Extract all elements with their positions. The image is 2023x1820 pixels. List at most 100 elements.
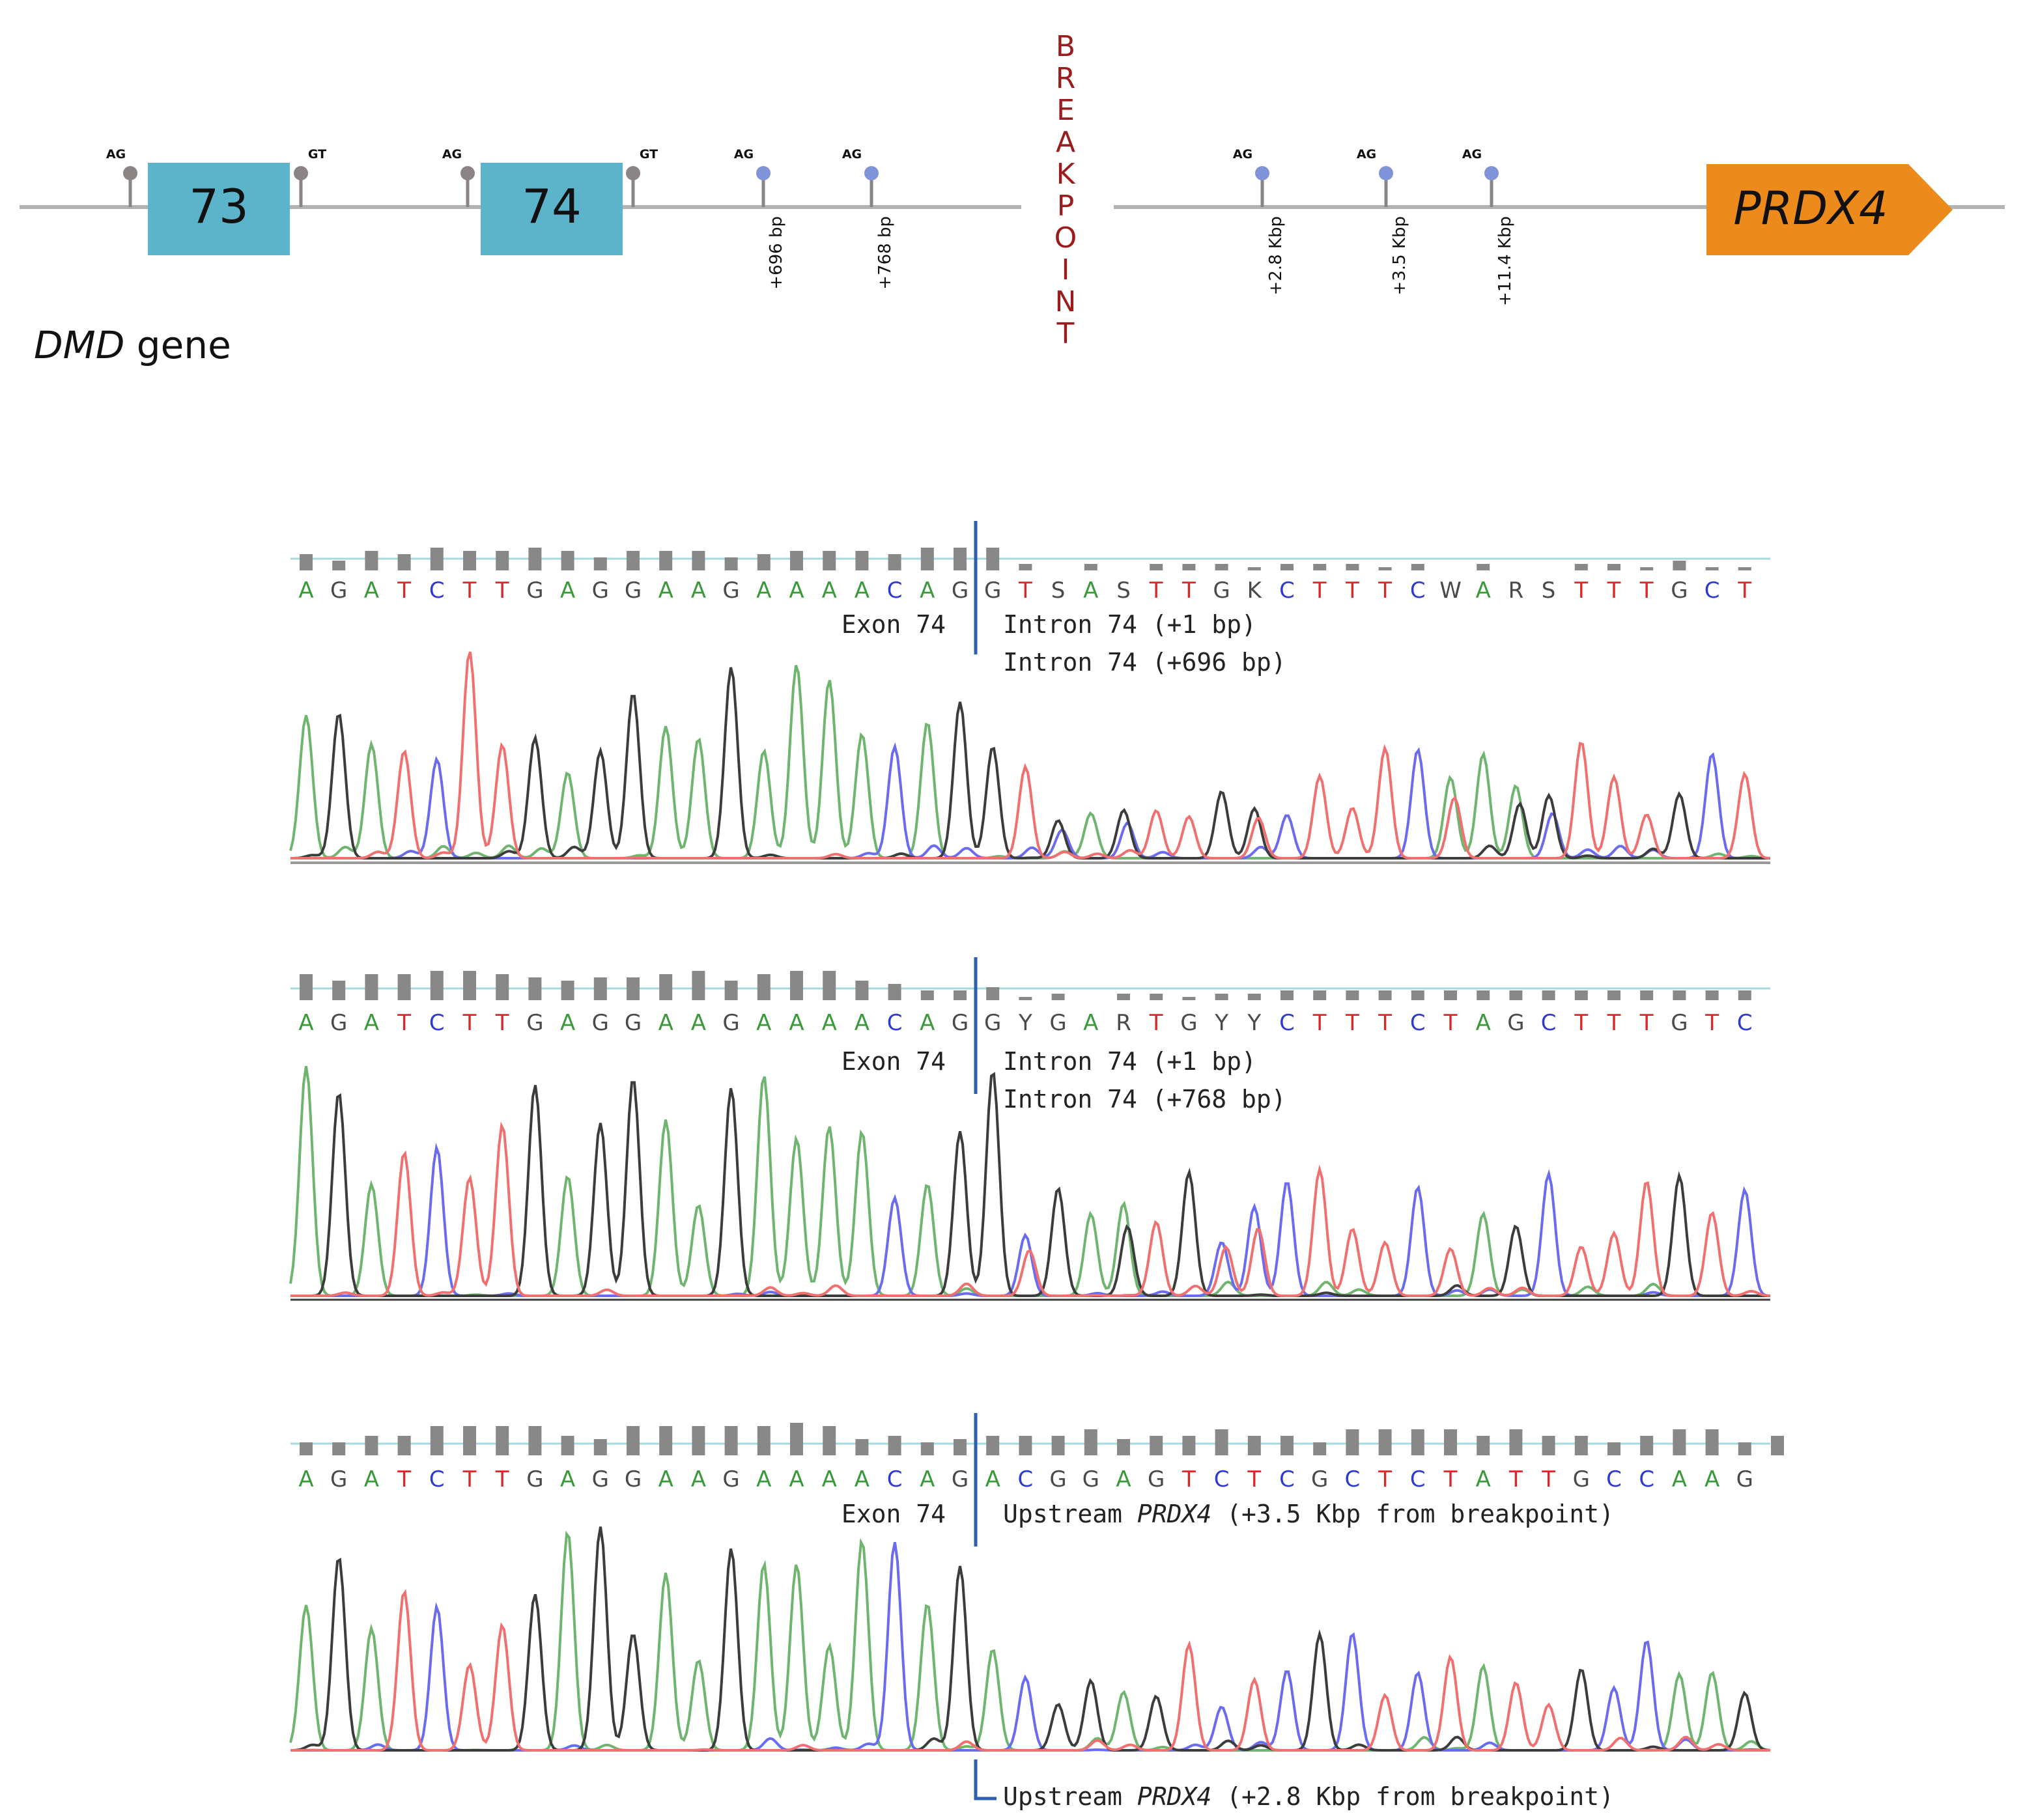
quality-bar xyxy=(1019,1436,1032,1455)
base-call: G xyxy=(722,1466,739,1492)
quality-bar xyxy=(561,981,574,1000)
quality-bar xyxy=(496,551,509,570)
base-call: A xyxy=(560,1466,575,1492)
base-call: A xyxy=(1476,1466,1491,1492)
label-prefix: Upstream xyxy=(1003,1782,1137,1811)
native-splice-site: GT xyxy=(626,147,658,207)
quality-bar xyxy=(1574,990,1588,1000)
base-call: A xyxy=(756,578,771,604)
trace-curves xyxy=(289,1526,1771,1752)
trace-curves xyxy=(289,1066,1771,1297)
junction-label: Upstream PRDX4 (+3.5 Kbp from breakpoint… xyxy=(1003,1500,1614,1528)
base-call: A xyxy=(1083,578,1098,604)
quality-bar xyxy=(692,1426,705,1455)
breakpoint-letter: B xyxy=(1056,30,1075,63)
base-call: G xyxy=(592,1010,609,1036)
quality-bar xyxy=(888,554,901,570)
quality-bar xyxy=(757,1426,771,1455)
base-call: T xyxy=(462,578,477,604)
quality-bar xyxy=(1477,1436,1490,1455)
exon-label: Exon 74 xyxy=(842,1047,946,1076)
quality-bar xyxy=(528,548,542,570)
quality-bar xyxy=(463,551,476,570)
base-call: T xyxy=(1247,1466,1261,1492)
dmd-gene-name: DMD xyxy=(34,323,124,367)
base-call: A xyxy=(756,1466,771,1492)
base-call: G xyxy=(625,1010,642,1036)
quality-bar xyxy=(1607,1442,1620,1455)
acceptor-tag: AG xyxy=(442,147,462,161)
site-pin xyxy=(756,166,771,180)
trace-G xyxy=(290,667,1770,860)
quality-bar xyxy=(463,971,476,1000)
quality-bar xyxy=(1411,1429,1424,1455)
base-call: C xyxy=(1639,1466,1654,1492)
base-call: W xyxy=(1439,578,1462,604)
base-call: A xyxy=(1476,1010,1491,1036)
base-call: T xyxy=(397,1466,411,1492)
junction-label: Intron 74 (+1 bp) xyxy=(1003,610,1256,639)
base-call: G xyxy=(984,578,1001,604)
base-call: C xyxy=(429,578,445,604)
distance-label: +696 bp xyxy=(767,216,786,290)
quality-bar xyxy=(790,1423,803,1455)
base-call: A xyxy=(691,1010,706,1036)
base-call: Y xyxy=(1018,1010,1032,1036)
base-call: C xyxy=(1410,578,1426,604)
base-call: A xyxy=(822,1466,837,1492)
quality-bar xyxy=(920,1442,934,1455)
quality-bar xyxy=(627,1426,640,1455)
quality-bar xyxy=(888,1436,901,1455)
quality-bar xyxy=(332,981,346,1000)
quality-bar xyxy=(823,551,836,570)
trace-curves xyxy=(289,651,1771,860)
distance-label: +3.5 Kbp xyxy=(1390,216,1409,295)
site-pin xyxy=(626,166,640,180)
base-call: A xyxy=(920,1466,935,1492)
base-call: A xyxy=(822,1010,837,1036)
base-call: A xyxy=(560,1010,575,1036)
base-call: C xyxy=(429,1010,445,1036)
base-call: A xyxy=(1083,1010,1098,1036)
base-call: T xyxy=(462,1466,477,1492)
site-pin xyxy=(864,166,879,180)
base-call: T xyxy=(1149,578,1163,604)
quality-bar xyxy=(300,554,313,570)
label-suffix: (+2.8 Kbp from breakpoint) xyxy=(1211,1782,1614,1811)
breakpoint-letter: I xyxy=(1062,253,1070,287)
site-pin xyxy=(294,166,308,180)
base-call: C xyxy=(1410,1466,1426,1492)
base-call: G xyxy=(1049,1466,1066,1492)
quality-bar xyxy=(1117,1439,1130,1455)
base-call: A xyxy=(789,1466,804,1492)
base-call: C xyxy=(1345,1466,1361,1492)
cryptic-site-696: AG +696 bp xyxy=(734,147,786,290)
base-call: G xyxy=(1082,1466,1099,1492)
quality-bar xyxy=(1215,1429,1228,1455)
base-call: T xyxy=(1443,1010,1458,1036)
quality-bar xyxy=(1215,564,1228,570)
quality-bar xyxy=(954,1439,967,1455)
exon-74-label: 74 xyxy=(522,179,582,234)
quality-bar xyxy=(1738,990,1751,1000)
quality-bar xyxy=(463,1426,476,1455)
quality-bar xyxy=(365,974,378,1000)
quality-bar xyxy=(1215,994,1228,1000)
base-call: A xyxy=(298,578,313,604)
base-call: A xyxy=(1116,1466,1131,1492)
breakpoint-letter: N xyxy=(1055,285,1077,318)
trace-C xyxy=(290,1143,1771,1297)
base-call: G xyxy=(1213,578,1230,604)
quality-bar xyxy=(920,548,934,570)
quality-bar xyxy=(1346,1429,1359,1455)
quality-bar xyxy=(365,1436,378,1455)
quality-bar xyxy=(430,1426,444,1455)
quality-bar xyxy=(1411,564,1424,570)
base-call: G xyxy=(526,1466,543,1492)
quality-bars xyxy=(300,971,1751,1000)
quality-bar xyxy=(365,551,378,570)
base-call: G xyxy=(625,1466,642,1492)
base-call: A xyxy=(364,1010,379,1036)
